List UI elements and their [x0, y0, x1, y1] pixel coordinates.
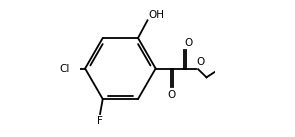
Text: O: O: [185, 38, 193, 48]
Text: O: O: [196, 57, 204, 67]
Text: O: O: [168, 90, 176, 100]
Text: OH: OH: [148, 10, 164, 20]
Text: F: F: [97, 116, 103, 126]
Text: Cl: Cl: [60, 64, 70, 73]
